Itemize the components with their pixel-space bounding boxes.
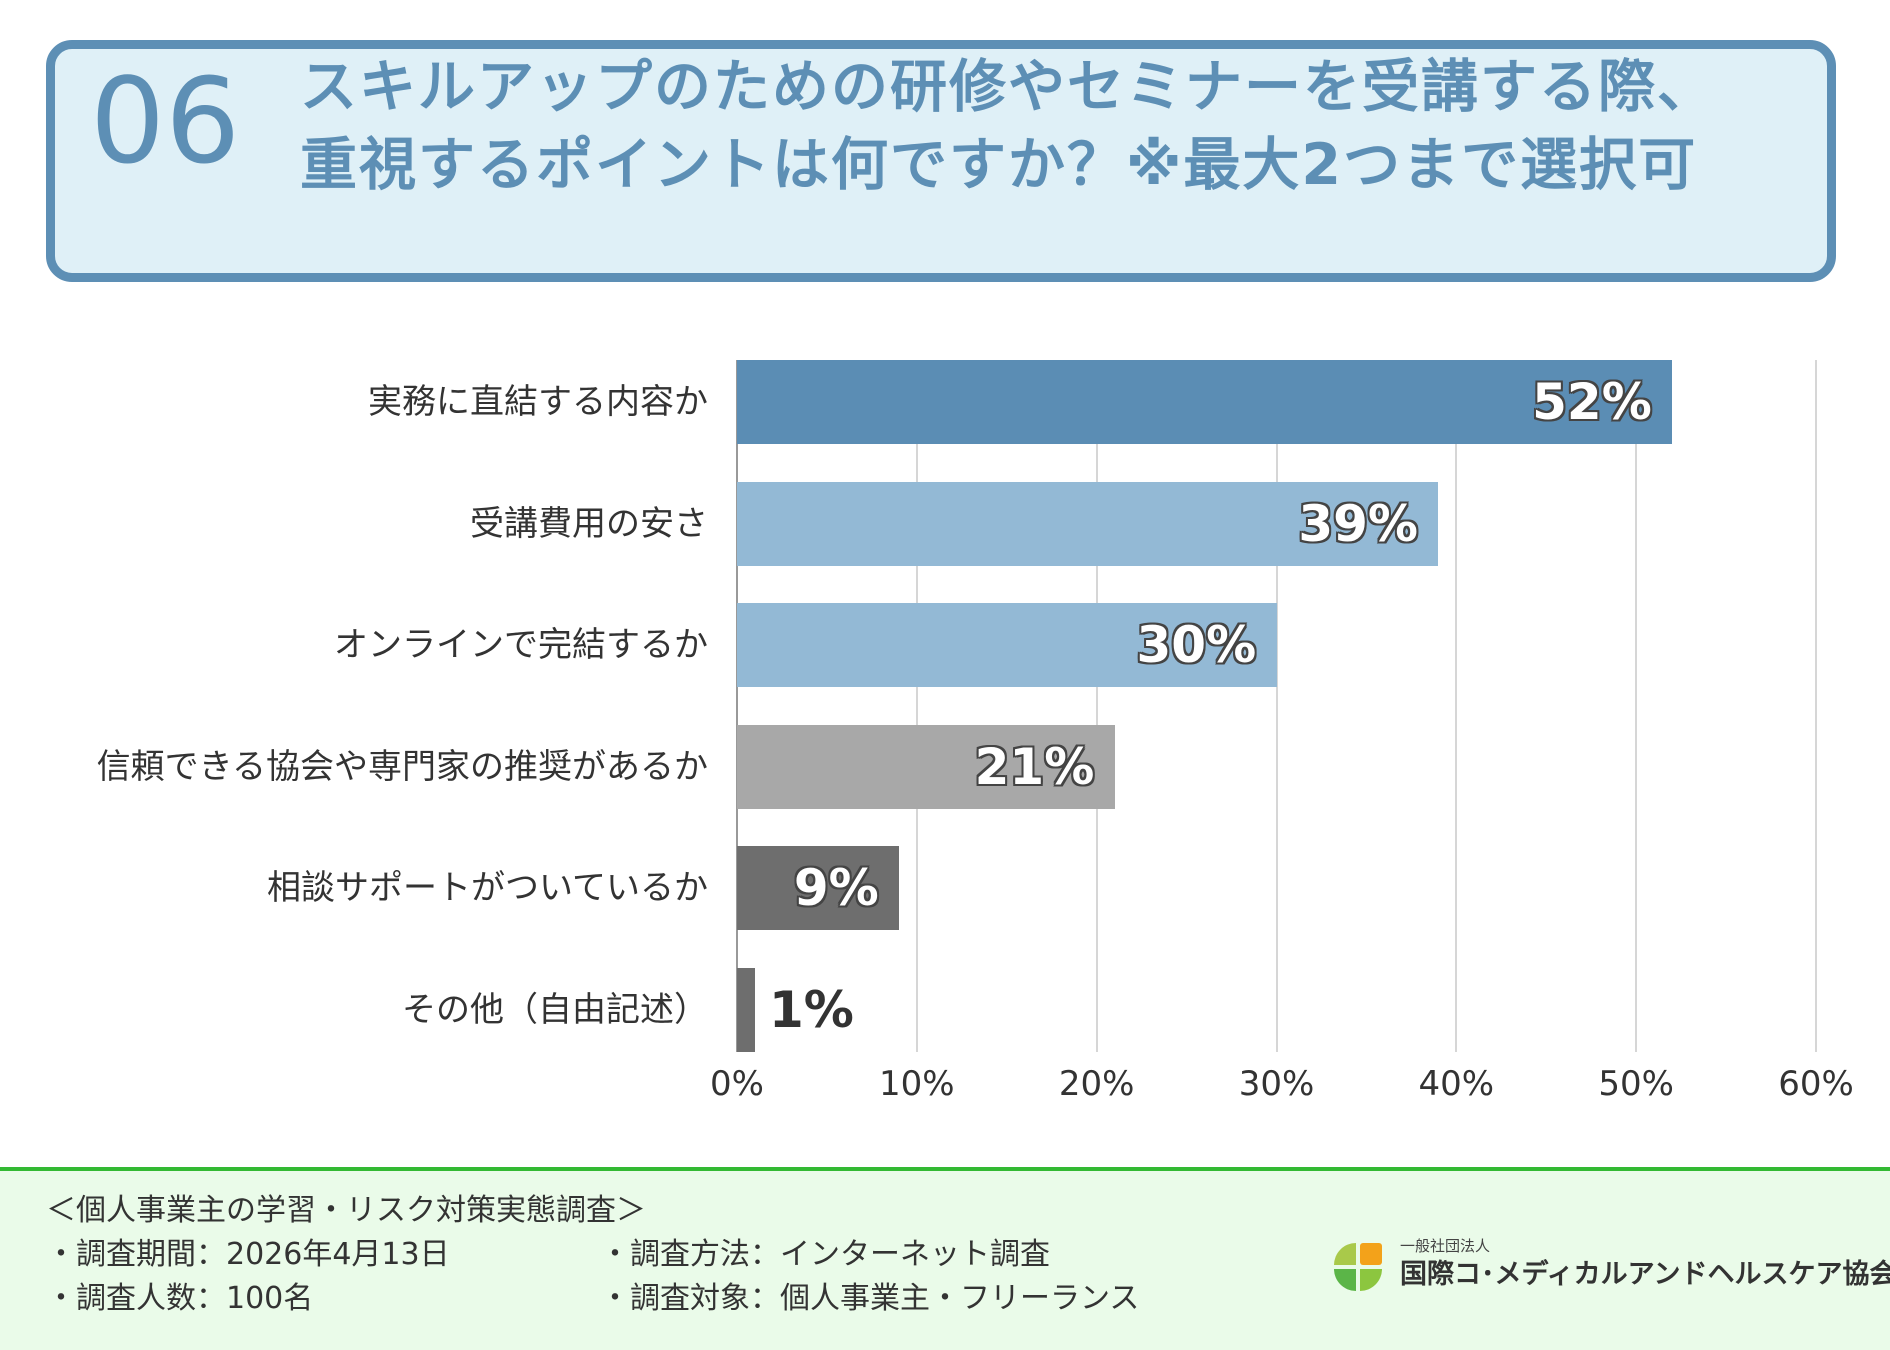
value-label: 1% [768, 980, 854, 1039]
x-tick-label: 20% [1058, 1064, 1135, 1104]
gridline [1095, 360, 1098, 1052]
bar-chart: 0% 10% 20% 30% 40% 50% 60% 実務に直結する内容か 52% 受講費用の安さ… [0, 330, 1890, 1120]
gridline [1635, 360, 1638, 1052]
value-label: 21% [974, 737, 1095, 796]
value-label: 39% [1298, 494, 1419, 553]
footer: ＜個人事業主の学習・リスク対策実態調査＞ ・調査期間：2026年4月13日 ・調… [0, 1167, 1890, 1350]
survey-respondents: ・調査人数：100名 [46, 1281, 314, 1316]
bar [737, 724, 1115, 809]
y-axis-line [736, 360, 738, 1052]
x-tick-label: 0% [710, 1064, 764, 1104]
value-label: 52% [1532, 373, 1652, 431]
survey-period: ・調査期間：2026年4月13日 [46, 1237, 450, 1272]
question-title: スキルアップのための研修やセミナーを受講する際、 重視するポイントは何ですか？※… [300, 48, 1716, 204]
gridline [915, 360, 918, 1052]
x-tick-label: 40% [1418, 1064, 1495, 1104]
question-header [46, 40, 1836, 282]
value-label: 9% [793, 859, 879, 917]
logo-mark-icon [1334, 1243, 1382, 1291]
bar [737, 603, 1277, 687]
gridline [1275, 360, 1278, 1052]
question-title-line-2: 重視するポイントは何ですか？※最大2つまで選択可 [300, 132, 1698, 198]
category-label: 信頼できる協会や専門家の推奨があるか [96, 746, 708, 787]
survey-title: ＜個人事業主の学習・リスク対策実態調査＞ [46, 1193, 646, 1228]
logo-org-name: 国際コ･メディカルアンドヘルスケア協会 [1400, 1259, 1890, 1290]
x-tick-label: 30% [1238, 1064, 1315, 1104]
gridline [1815, 360, 1817, 1052]
bar [737, 481, 1439, 566]
question-title-line-1: スキルアップのための研修やセミナーを受講する際、 [300, 54, 1716, 120]
logo-org-type: 一般社団法人 [1400, 1237, 1491, 1255]
category-label: 相談サポートがついているか [267, 868, 708, 908]
x-tick-label: 50% [1598, 1064, 1674, 1104]
value-label: 30% [1136, 616, 1257, 674]
x-tick-label: 10% [879, 1064, 955, 1104]
category-label: 実務に直結する内容か [368, 382, 708, 422]
category-label: 受講費用の安さ [470, 503, 708, 544]
category-label: その他（自由記述） [402, 989, 708, 1030]
bar [737, 967, 755, 1052]
bar [737, 360, 1673, 444]
survey-target: ・調査対象：個人事業主・フリーランス [600, 1281, 1140, 1316]
category-label: オンラインで完結するか [334, 625, 708, 665]
gridline [1455, 360, 1458, 1052]
survey-method: ・調査方法：インターネット調査 [600, 1237, 1050, 1272]
bar [737, 846, 899, 930]
question-number: 06 [90, 52, 241, 190]
x-tick-label: 60% [1778, 1064, 1854, 1104]
